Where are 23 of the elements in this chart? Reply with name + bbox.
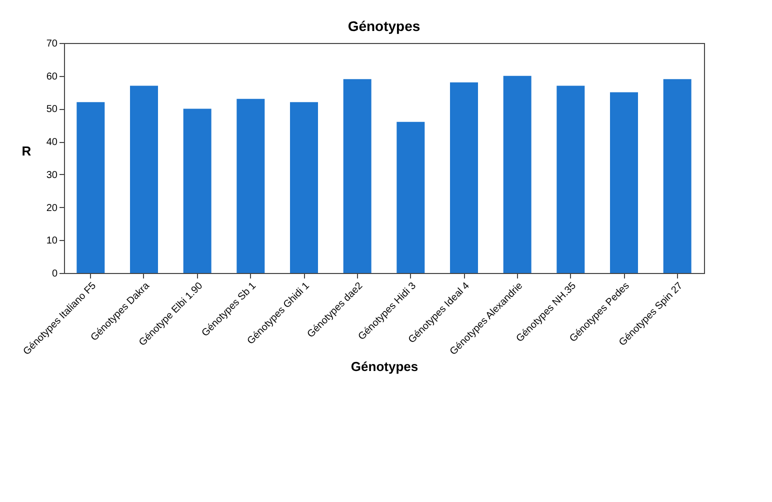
bar [396,122,425,273]
y-axis-title: R [22,144,32,158]
bar [76,102,105,273]
y-tick-label: 10 [46,236,58,247]
bar [450,82,478,273]
y-tick-label: 20 [46,202,58,214]
chart-title: Génotypes [348,18,420,34]
bar [290,102,318,273]
bar [183,108,212,273]
bar [130,86,158,273]
bar [503,76,532,273]
bar [610,92,638,273]
y-tick-label: 60 [46,71,58,82]
bar [236,98,265,273]
y-tick-label: 30 [46,170,58,181]
bar [663,79,692,273]
bar [556,86,585,273]
y-tick-label: 40 [46,137,58,148]
bar [343,79,372,273]
y-tick-label: 70 [46,38,58,50]
y-tick-label: 50 [46,104,58,116]
y-tick-label: 0 [52,268,58,280]
x-axis-title: Génotypes [350,359,418,374]
